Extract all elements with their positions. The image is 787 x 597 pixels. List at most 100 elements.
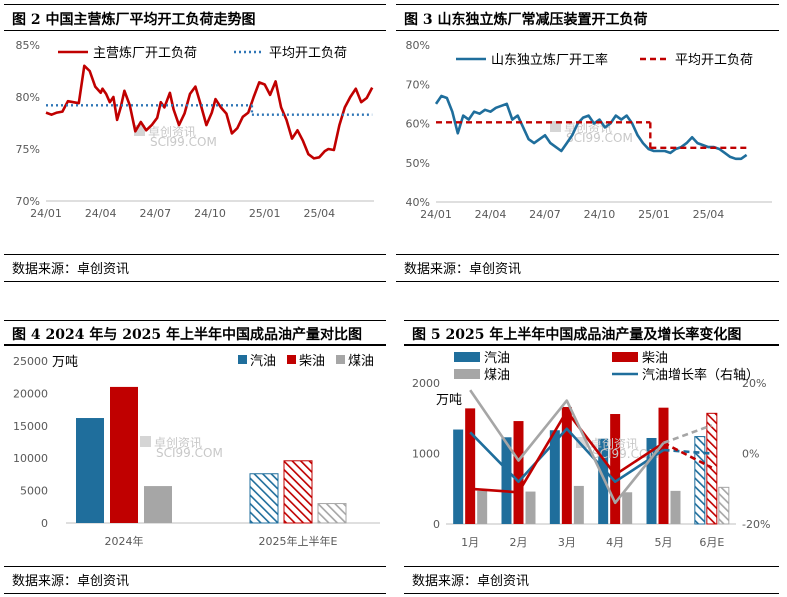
x-tick-label: 4月 [606,536,624,549]
y-tick-label: 5000 [20,485,48,498]
x-tick-label: 5月 [655,536,673,549]
y-tick-label: 75% [16,143,40,156]
figure-2-chart: 70% 75% 80% 85% 24/01 24/04 24/07 24/10 25/01 25/… [16,39,374,220]
growth-line-1 [470,409,665,494]
bar-1-5 [706,412,718,525]
legend-label-1: 平均开工负荷 [269,46,347,61]
x-tick-label: 24/10 [584,208,616,221]
y2-tick-label: -20% [742,518,770,531]
bar-2-3 [622,492,633,524]
figure-5: 图 5 2025 年上半年中国成品油产量及增长率变化图 0 1000 2000 -20… [394,310,787,597]
growth-line-forecast-0 [663,448,712,455]
legend-swatch-1 [612,352,638,362]
growth-line-forecast-2 [663,424,713,445]
watermark-logo-icon [550,121,561,132]
bar-1-4 [658,407,669,524]
watermark-brand: 卓创资讯 [154,436,202,450]
bar-1-0 [465,408,476,524]
bar-0-0 [453,429,464,524]
y-tick-label: 85% [16,39,40,52]
figure-5-title: 图 5 2025 年上半年中国成品油产量及增长率变化图 [412,327,742,343]
legend-label-0: 主营炼厂开工负荷 [93,46,197,61]
bar-2-1 [317,503,347,524]
legend-label-1: 柴油 [299,354,325,369]
legend-label-0: 汽油 [484,351,510,366]
y-tick-label: 25000 [13,355,48,368]
series-line-1 [436,121,747,150]
y-tick-label: 80% [406,39,430,52]
watermark-brand: 卓创资讯 [148,125,196,139]
bar-2-0 [477,490,488,524]
figure-3-chart: 40% 50% 60% 70% 80% 24/01 24/04 24/07 24/10 25/01… [406,39,772,221]
bar-0-1 [501,437,512,524]
y-tick-label: 1000 [412,448,440,461]
legend-swatch-0 [238,355,247,364]
figure-4-source: 数据来源：卓创资讯 [12,574,130,589]
x-tick-label: 25/01 [249,207,281,220]
y2-tick-label: 0% [742,448,759,461]
legend-label-1: 柴油 [642,351,668,366]
watermark-logo-icon [576,437,587,448]
watermark-logo-icon [134,125,145,136]
x-tick-label: 2025年上半年E [259,534,338,548]
figure-4-title: 图 4 2024 年与 2025 年上半年中国成品油产量对比图 [12,327,363,343]
figure-3-title: 图 3 山东独立炼厂常减压装置开工负荷 [404,12,648,28]
y-axis-unit: 万吨 [436,393,462,408]
figure-3-source: 数据来源：卓创资讯 [404,262,522,277]
x-tick-label: 2024年 [105,534,144,548]
bar-0-3 [598,438,609,524]
x-tick-label: 2月 [510,536,528,549]
y-tick-label: 50% [406,157,430,170]
watermark-site: SCI99.COM [156,446,223,460]
watermark-site: SCI99.COM [150,135,217,149]
legend-label-0: 汽油 [250,354,276,369]
x-tick-label: 25/04 [303,207,335,220]
y-tick-label: 10000 [13,452,48,465]
growth-line-forecast-1 [662,441,713,469]
watermark-site: SCI99.COM [566,131,633,145]
legend-label-3: 汽油增长率（右轴） [642,367,759,383]
y-tick-label: 15000 [13,420,48,433]
figure-4-chart: 0 5000 10000 15000 20000 25000 万吨 2024年 2025年上半年… [13,354,380,548]
bar-0-4 [646,437,657,524]
series-line-0 [434,94,748,161]
legend-label-2: 煤油 [348,354,374,369]
x-tick-label: 6月E [699,536,724,549]
x-tick-label: 24/07 [529,208,561,221]
x-tick-label: 24/07 [139,207,171,220]
y-tick-label: 2000 [412,377,440,390]
watermark-brand: 卓创资讯 [590,437,638,451]
figure-2-title: 图 2 中国主营炼厂平均开工负荷走势图 [12,12,256,28]
x-tick-label: 25/01 [638,208,670,221]
y-tick-label: 70% [16,195,40,208]
growth-line-2 [469,389,665,505]
figure-2-source: 数据来源：卓创资讯 [12,262,130,277]
legend-swatch-2 [336,355,345,364]
bar-2-4 [670,490,681,524]
legend-label-0: 山东独立炼厂开工率 [491,52,608,68]
bar-2-5 [718,486,730,525]
legend-label-2: 煤油 [484,368,510,383]
bar-2-0 [144,486,172,523]
y-tick-label: 70% [406,78,430,91]
x-tick-label: 25/04 [693,208,725,221]
y2-tick-label: 20% [742,377,766,390]
watermark-logo-icon [140,436,151,447]
legend-swatch-1 [287,355,296,364]
y-tick-label: 0 [41,517,48,530]
bar-2-2 [573,485,584,524]
x-tick-label: 24/04 [475,208,507,221]
x-tick-label: 24/01 [420,208,452,221]
bar-2-1 [525,491,536,524]
bar-1-1 [513,421,524,524]
y-tick-label: 0 [433,518,440,531]
x-tick-label: 24/10 [194,207,226,220]
figure-3: 图 3 山东独立炼厂常减压装置开工负荷 40% 50% 60% 70% 80% 24/01… [394,0,787,285]
y-axis-unit: 万吨 [52,355,78,370]
x-tick-label: 24/01 [30,207,62,220]
bar-1-3 [610,414,621,524]
bar-0-5 [694,436,706,525]
x-tick-label: 1月 [461,536,479,549]
